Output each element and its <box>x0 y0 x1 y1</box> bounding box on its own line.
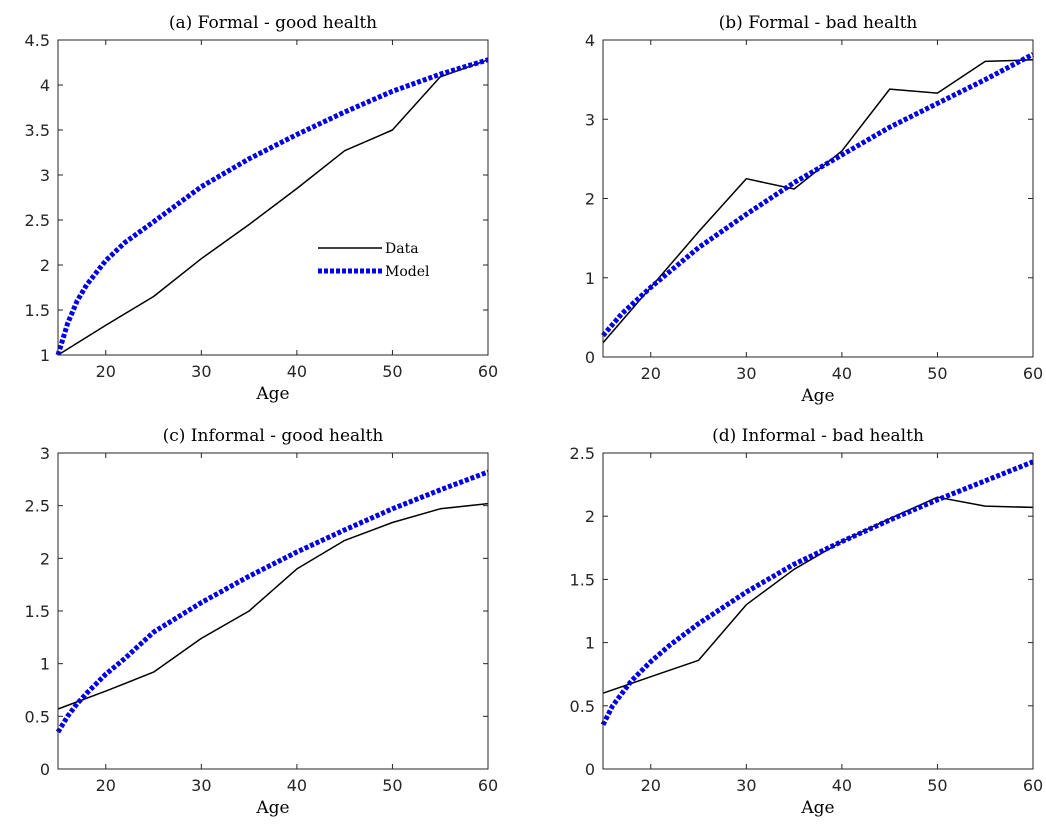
data-series-line <box>57 59 489 356</box>
data-series-line <box>602 59 1034 344</box>
y-tick-label: 4.5 <box>25 31 50 50</box>
x-tick-label: 40 <box>832 364 852 383</box>
y-tick-label: 0.5 <box>25 707 50 726</box>
axes-box <box>602 452 1034 770</box>
y-tick-label: 1.5 <box>25 602 50 621</box>
chart-panel: 20 30 40 50 60 0 0.5 1 1.5 2 2.5 (d) Informal - bad… <box>570 426 1044 818</box>
y-tick-label: 3 <box>40 166 50 185</box>
y-tick-label: 4 <box>585 31 595 50</box>
x-tick-label: 40 <box>832 776 852 795</box>
chart-panel: 20 30 40 50 60 0 0.5 1 1.5 2 2.5 3 (c) Informal - go… <box>25 426 499 818</box>
model-series-line <box>601 52 1035 338</box>
x-tick-label: 60 <box>478 776 498 795</box>
y-tick-label: 2 <box>40 549 50 568</box>
x-tick-label: 60 <box>1023 776 1043 795</box>
x-axis-title: Age <box>255 798 289 818</box>
x-axis-title: Age <box>800 386 834 406</box>
x-tick-label: 50 <box>382 776 402 795</box>
y-tick-label: 2.5 <box>570 444 595 463</box>
y-tick-label: 2 <box>585 190 595 209</box>
axes-box <box>57 39 489 356</box>
legend: Data Model <box>312 236 447 282</box>
chart-title: (a) Formal - good health <box>169 13 377 33</box>
y-tick-label: 1 <box>40 346 50 365</box>
chart-title: (b) Formal - bad health <box>719 13 918 33</box>
x-tick-label: 50 <box>927 364 947 383</box>
x-tick-label: 30 <box>191 776 211 795</box>
x-tick-label: 30 <box>191 362 211 381</box>
y-tick-label: 3.5 <box>25 121 50 140</box>
chart-title: (c) Informal - good health <box>163 426 384 446</box>
chart-panel: 20 30 40 50 60 0 1 2 3 4 (b) Formal - bad health Ag… <box>585 13 1043 406</box>
model-series-line <box>55 57 489 356</box>
y-tick-label: 2.5 <box>25 497 50 516</box>
y-tick-label: 1 <box>585 634 595 653</box>
y-tick-label: 3 <box>40 444 50 463</box>
x-tick-label: 50 <box>927 776 947 795</box>
y-tick-label: 0 <box>585 760 595 779</box>
x-tick-label: 30 <box>736 364 756 383</box>
data-series-line <box>602 496 1034 694</box>
y-tick-label: 4 <box>40 76 50 95</box>
x-tick-label: 60 <box>1023 364 1043 383</box>
legend-label: Model <box>385 264 430 280</box>
x-tick-label: 20 <box>96 776 116 795</box>
x-tick-label: 20 <box>641 364 661 383</box>
x-axis-title: Age <box>255 384 289 404</box>
axes-box <box>57 452 489 770</box>
legend-box <box>312 236 447 282</box>
x-tick-label: 20 <box>96 362 116 381</box>
x-axis-title: Age <box>800 798 834 818</box>
y-tick-label: 2 <box>585 507 595 526</box>
y-tick-label: 1 <box>585 269 595 288</box>
model-series-line <box>55 469 489 734</box>
x-tick-label: 30 <box>736 776 756 795</box>
legend-label: Data <box>385 241 419 257</box>
x-tick-label: 60 <box>478 362 498 381</box>
chart-panel: 20 30 40 50 60 1 1.5 2 2.5 3 3.5 4 4.5 (a) Formal - g… <box>25 13 499 404</box>
data-series-line <box>57 502 489 710</box>
chart-title: (d) Informal - bad health <box>712 426 924 446</box>
y-tick-label: 1 <box>40 655 50 674</box>
y-tick-label: 2.5 <box>25 211 50 230</box>
y-tick-label: 0.5 <box>570 697 595 716</box>
x-tick-label: 20 <box>641 776 661 795</box>
x-tick-label: 40 <box>287 776 307 795</box>
y-tick-label: 0 <box>585 348 595 367</box>
y-tick-label: 2 <box>40 256 50 275</box>
y-tick-label: 3 <box>585 110 595 129</box>
y-tick-label: 1.5 <box>25 301 50 320</box>
y-tick-label: 0 <box>40 760 50 779</box>
model-series-line <box>600 459 1034 726</box>
y-tick-label: 1.5 <box>570 570 595 589</box>
x-tick-label: 40 <box>287 362 307 381</box>
x-tick-label: 50 <box>382 362 402 381</box>
